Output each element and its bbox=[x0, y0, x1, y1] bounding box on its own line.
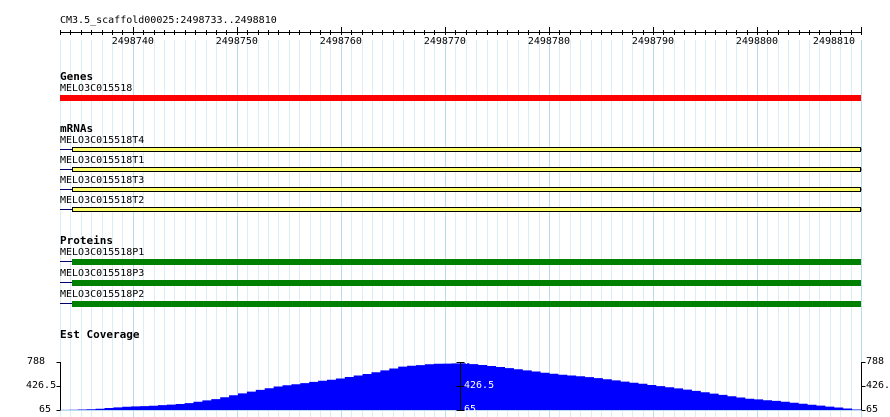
ruler-tick-label: 2498790 bbox=[631, 36, 675, 47]
coverage-y-label-left: 65 bbox=[39, 404, 52, 415]
mrna-label[interactable]: MELO3C015518T2 bbox=[60, 195, 145, 206]
mrna-strand-arrow bbox=[861, 147, 862, 152]
protein-label[interactable]: MELO3C015518P1 bbox=[60, 247, 145, 258]
mrna-strand-arrow bbox=[861, 207, 862, 212]
coverage-y-label-left: 788 bbox=[27, 356, 46, 367]
ruler-tick-label: 2498750 bbox=[215, 36, 258, 47]
protein-feature bbox=[72, 301, 861, 307]
coverage-y-label-center: 788 bbox=[464, 356, 483, 367]
coverage-y-label-center: 426.5 bbox=[464, 380, 495, 391]
coverage-y-label-right: 426.5 bbox=[866, 380, 890, 391]
coverage-y-label-center: 65 bbox=[464, 404, 477, 415]
coverage-y-label-right: 65 bbox=[866, 404, 879, 415]
protein-label[interactable]: MELO3C015518P3 bbox=[60, 268, 145, 279]
protein-feature bbox=[72, 280, 861, 286]
ruler-tick-label: 2498770 bbox=[423, 36, 466, 47]
mrna-label[interactable]: MELO3C015518T3 bbox=[60, 175, 145, 186]
mrna-strand-arrow bbox=[861, 167, 862, 172]
mrnas-track-title: mRNAs bbox=[60, 122, 94, 135]
ruler-tick-label: 2498810 bbox=[812, 36, 856, 47]
proteins-track-title: Proteins bbox=[60, 234, 113, 247]
ruler-location-label: CM3.5_scaffold00025:2498733..2498810 bbox=[60, 15, 277, 26]
coverage-y-label-left: 426.5 bbox=[26, 380, 57, 391]
mrna-feature bbox=[72, 147, 861, 152]
coverage-y-label-right: 788 bbox=[866, 356, 885, 367]
ruler-tick-label: 2498780 bbox=[527, 36, 570, 47]
mrna-feature bbox=[72, 207, 861, 212]
coverage-track-title: Est Coverage bbox=[60, 328, 140, 341]
ruler-tick-label: 2498740 bbox=[111, 36, 154, 47]
protein-feature bbox=[72, 259, 861, 265]
protein-label[interactable]: MELO3C015518P2 bbox=[60, 289, 145, 300]
mrna-label[interactable]: MELO3C015518T1 bbox=[60, 155, 145, 166]
gene-label[interactable]: MELO3C015518 bbox=[60, 83, 133, 94]
mrna-feature bbox=[72, 167, 861, 172]
genes-track-title: Genes bbox=[60, 70, 94, 83]
ruler-tick-label: 2498760 bbox=[319, 36, 362, 47]
mrna-strand-arrow bbox=[861, 187, 862, 192]
mrna-feature bbox=[72, 187, 861, 192]
gene-feature bbox=[60, 95, 861, 101]
ruler-tick-label: 2498800 bbox=[735, 36, 779, 47]
mrna-label[interactable]: MELO3C015518T4 bbox=[60, 135, 145, 146]
